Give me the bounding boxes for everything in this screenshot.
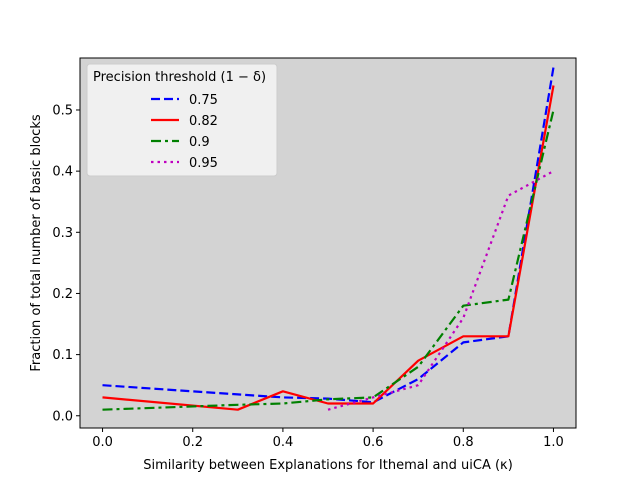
legend-title: Precision threshold (1 − δ) [93,70,266,85]
legend-label-0.9: 0.9 [189,135,210,150]
x-tick-label: 0.8 [453,435,474,450]
series-layer [102,67,555,411]
x-tick-label: 0.6 [363,435,384,450]
legend-box [86,63,278,177]
plot-frame [79,57,577,429]
y-tick-label: 0.5 [52,103,73,118]
y-tick-label: 0.4 [52,165,73,180]
x-tick-label: 0.0 [92,435,113,450]
series-line-0.75 [102,67,555,404]
y-tick-label: 0.3 [52,226,73,241]
x-axis-label: Similarity between Explanations for Ithe… [143,458,513,473]
series-line-0.9 [102,109,555,411]
x-tick-label: 0.4 [273,435,294,450]
x-tick-label: 1.0 [543,435,564,450]
y-tick-label: 0.2 [52,287,73,302]
legend: Precision threshold (1 − δ) 0.750.820.90… [86,63,278,177]
series-line-0.95 [327,170,555,411]
y-tick-label: 0.1 [52,348,73,363]
legend-label-0.95: 0.95 [189,156,218,171]
legend-entries: 0.75 0.82 0.9 0.95 [151,93,218,171]
y-tick-label: 0.0 [52,409,73,424]
y-axis-ticks: 0.0 0.1 0.2 0.3 0.4 0.5 [52,103,80,424]
y-axis-label: Fraction of total number of basic blocks [29,114,44,371]
x-axis-ticks: 0.0 0.2 0.4 0.6 0.8 1.0 [92,428,564,450]
x-tick-label: 0.2 [182,435,203,450]
legend-label-0.82: 0.82 [189,114,218,129]
legend-label-0.75: 0.75 [189,93,218,108]
